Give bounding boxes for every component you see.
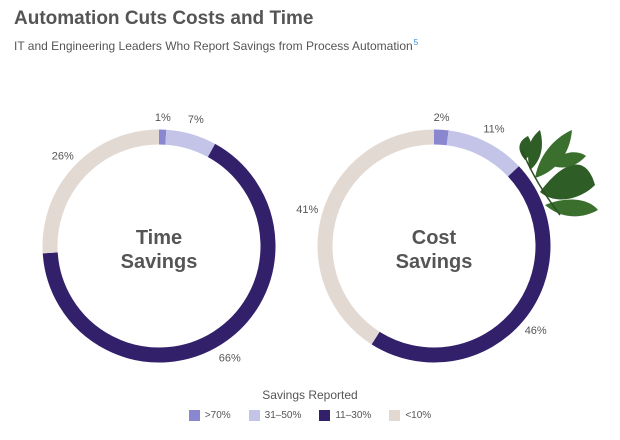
legend-item: >70% [188, 410, 231, 421]
legend-swatch [319, 410, 331, 421]
legend-item: 11–30% [319, 410, 371, 421]
chart-center-title: Savings [121, 251, 198, 273]
page-title: Automation Cuts Costs and Time [14, 8, 314, 29]
legend-label: 11–30% [335, 410, 372, 421]
legend-swatch [248, 410, 260, 421]
legend-label: >70% [204, 410, 231, 421]
legend-label: <10% [405, 410, 432, 421]
leaf [545, 199, 598, 217]
leaf [535, 130, 572, 178]
donut-slice [433, 129, 449, 146]
slice-value-label: 41% [296, 204, 318, 216]
chart-center-title: Time [136, 227, 182, 249]
slice-value-label: 46% [525, 325, 547, 337]
page-subtitle: IT and Engineering Leaders Who Report Sa… [14, 38, 418, 53]
donut-slice [371, 166, 551, 363]
donut-slice [165, 129, 216, 158]
legend-swatch [389, 410, 401, 421]
subtitle-text: IT and Engineering Leaders Who Report Sa… [14, 39, 413, 53]
chart-center-title: Cost [412, 227, 457, 249]
chart-center-title: Savings [396, 251, 473, 273]
slice-value-label: 7% [188, 114, 204, 126]
legend-swatch [188, 410, 200, 421]
leaf-stem [521, 149, 561, 216]
leaf [540, 164, 595, 200]
slice-value-label: 11% [483, 123, 504, 135]
legend-label: 31–50% [264, 410, 302, 421]
donut-slice [317, 129, 435, 345]
leaf [550, 152, 586, 168]
donut-charts: 1% 7%66%26%TimeSavings2%11%46%41%CostSavi… [42, 112, 598, 364]
legend-title: Savings Reported [262, 388, 358, 402]
slice-value-label: 26% [52, 151, 74, 163]
leaf [528, 130, 542, 170]
legend-item: <10% [389, 410, 431, 421]
slice-value-label: 66% [219, 352, 241, 364]
donut-slice [42, 143, 276, 363]
legend: >70% 31–50% 11–30% <10% [0, 410, 620, 421]
leaf-sprig-icon [519, 130, 598, 217]
slice-value-label: 2% [434, 112, 450, 124]
donut-slice [42, 129, 160, 254]
legend-item: 31–50% [248, 410, 302, 421]
leaf [519, 136, 532, 160]
slice-value-label: 1% [155, 112, 171, 124]
donut-slice [446, 130, 519, 177]
footnote-marker[interactable]: 5 [413, 38, 419, 47]
